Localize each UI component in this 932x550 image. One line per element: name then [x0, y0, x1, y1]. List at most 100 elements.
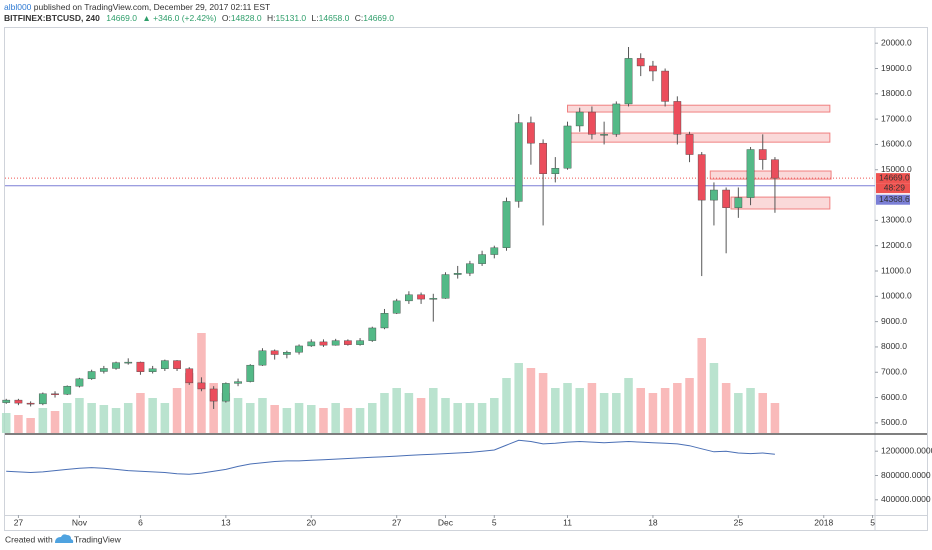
candle-body	[673, 101, 682, 135]
candle-body	[221, 383, 230, 402]
volume-bar	[245, 403, 255, 433]
candle-body	[441, 274, 450, 299]
change: ▲ +346.0 (+2.42%)	[142, 13, 216, 23]
x-tick-label: 11	[563, 517, 572, 527]
candle-body	[588, 111, 596, 135]
candle-body	[2, 399, 11, 403]
o-label: O:	[222, 13, 231, 23]
volume-bar	[75, 398, 84, 433]
volume-bar	[599, 393, 609, 433]
volume-bar	[465, 403, 475, 433]
volume-bar	[14, 415, 23, 433]
volume-bar	[575, 388, 584, 433]
volume-bar	[416, 398, 426, 433]
l-value: 14658.0	[319, 13, 350, 23]
candle-body	[734, 197, 743, 208]
y-tick-label: 15000.0	[881, 164, 912, 174]
candle-body	[185, 368, 194, 384]
volume-bar	[270, 405, 279, 433]
volume-bar	[111, 408, 121, 433]
candle-body	[380, 313, 389, 329]
candle-body	[51, 393, 59, 395]
zone	[730, 196, 831, 210]
candle-body	[331, 340, 340, 346]
volume-bar	[50, 411, 60, 433]
volume-bar	[355, 408, 365, 433]
candle-body	[600, 134, 608, 136]
symbol-line: BITFINEX:BTCUSD, 240 14669.0 ▲ +346.0 (+…	[4, 13, 394, 23]
volume-bar	[563, 383, 572, 433]
volume-bar	[331, 403, 340, 433]
y-tick-label: 10000.0	[881, 291, 912, 301]
candle-body	[234, 381, 242, 384]
candle-body	[160, 360, 169, 369]
candle-body	[14, 399, 23, 404]
candle-body	[38, 393, 47, 405]
frame	[4, 27, 928, 531]
candle-body	[490, 247, 499, 255]
volume-bar	[685, 378, 694, 433]
candle-body	[63, 385, 72, 395]
volume-bar	[587, 383, 597, 433]
candle-body	[527, 122, 535, 144]
volume-bar	[233, 398, 243, 433]
volume-bar	[758, 393, 768, 433]
volume-bar	[221, 393, 231, 433]
volume-bar	[697, 338, 707, 433]
candle-body	[551, 168, 560, 174]
candle-body	[197, 382, 206, 390]
candle-body	[612, 103, 621, 135]
volume-bar	[294, 403, 304, 433]
volume-bar	[148, 398, 157, 433]
symbol: BITFINEX:BTCUSD, 240	[4, 13, 100, 23]
volume-bar	[709, 363, 719, 433]
volume-bar	[477, 403, 487, 433]
volume-bar	[453, 403, 462, 433]
candle-body	[710, 189, 718, 201]
x-tick-label: 25	[734, 517, 744, 527]
candle-body	[356, 340, 364, 345]
volume-bar	[648, 393, 658, 433]
candle-body	[502, 201, 511, 248]
y-tick-label: 19000.0	[881, 63, 912, 73]
candle-body	[722, 189, 730, 208]
candle-body	[344, 340, 352, 345]
y2-tick-label: 400000.0000	[881, 494, 931, 504]
volume-bar	[258, 398, 267, 433]
price-tag	[876, 173, 910, 184]
volume-bar	[62, 403, 72, 433]
candle-body	[685, 134, 694, 155]
brand[interactable]: TradingView	[74, 534, 122, 544]
author[interactable]: albl000	[4, 2, 32, 12]
y-tick-label: 16000.0	[881, 139, 912, 149]
candle-body	[478, 254, 486, 264]
candle-body	[319, 341, 328, 346]
x-tick-label: 13	[221, 517, 231, 527]
candle-body	[417, 294, 425, 300]
volume-bar	[429, 388, 438, 433]
y2-tick-label: 800000.0000	[881, 470, 931, 480]
volume-bar	[660, 388, 670, 433]
candle-body	[112, 362, 120, 369]
y-tick-label: 11000.0	[881, 265, 911, 275]
volume-bar	[123, 403, 133, 433]
candle-body	[539, 142, 547, 174]
zone	[567, 104, 831, 113]
countdown: 48:29	[884, 182, 906, 192]
volume-bar	[87, 403, 96, 433]
volume-bar	[721, 383, 731, 433]
y2-tick-label: 1200000.0000	[881, 445, 932, 455]
volume-bar	[526, 368, 536, 433]
volume-bar	[380, 393, 389, 433]
published: published on TradingView.com, December 2…	[31, 2, 270, 12]
candle-body	[307, 341, 316, 347]
candle-body	[649, 65, 657, 72]
candle-body	[771, 159, 779, 179]
price-tag	[876, 194, 910, 205]
volume-bar	[172, 388, 182, 433]
candle-body	[466, 263, 474, 274]
candle-body	[270, 350, 279, 355]
candle-body	[283, 352, 291, 355]
volume-bar	[612, 393, 621, 433]
